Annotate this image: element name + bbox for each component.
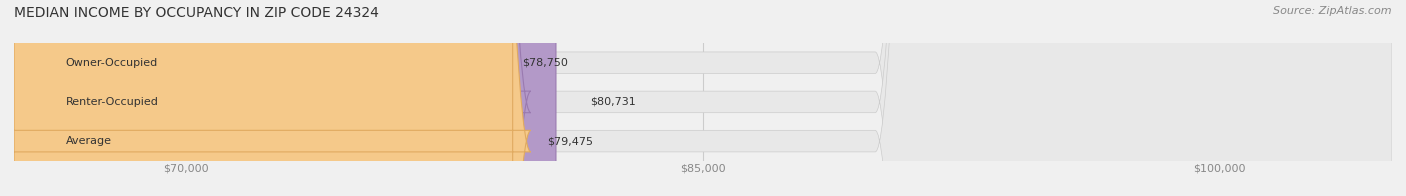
FancyBboxPatch shape: [14, 0, 1392, 196]
FancyBboxPatch shape: [0, 0, 530, 196]
FancyBboxPatch shape: [0, 0, 530, 196]
Text: MEDIAN INCOME BY OCCUPANCY IN ZIP CODE 24324: MEDIAN INCOME BY OCCUPANCY IN ZIP CODE 2…: [14, 6, 380, 20]
Text: $79,475: $79,475: [547, 136, 593, 146]
Text: Renter-Occupied: Renter-Occupied: [66, 97, 159, 107]
Text: Source: ZipAtlas.com: Source: ZipAtlas.com: [1274, 6, 1392, 16]
Text: Average: Average: [66, 136, 111, 146]
Text: Owner-Occupied: Owner-Occupied: [66, 58, 157, 68]
Text: $78,750: $78,750: [522, 58, 568, 68]
FancyBboxPatch shape: [14, 0, 1392, 196]
FancyBboxPatch shape: [14, 0, 555, 196]
FancyBboxPatch shape: [14, 0, 1392, 196]
Text: $80,731: $80,731: [591, 97, 636, 107]
